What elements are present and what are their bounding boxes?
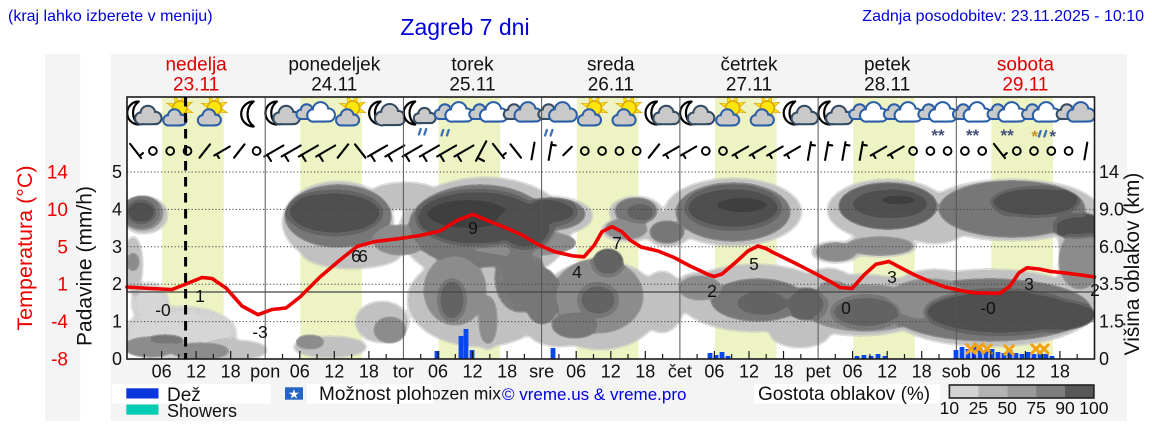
svg-text:2: 2 (707, 281, 717, 301)
svg-text:12: 12 (324, 362, 344, 382)
svg-text:-4: -4 (51, 312, 68, 333)
svg-text:12: 12 (601, 362, 621, 382)
svg-text:ponedeljek: ponedeljek (288, 55, 380, 76)
svg-text:(kraj lahko izberete v meniju): (kraj lahko izberete v meniju) (8, 8, 213, 25)
svg-text:6.0: 6.0 (1099, 237, 1124, 257)
svg-text:14: 14 (47, 163, 69, 184)
svg-text:3: 3 (112, 237, 122, 257)
svg-text:25: 25 (969, 398, 988, 418)
svg-text:06: 06 (290, 362, 310, 382)
svg-text:06: 06 (152, 362, 172, 382)
svg-text:2: 2 (112, 274, 122, 294)
svg-text:© vreme.us & vreme.pro: © vreme.us & vreme.pro (502, 385, 686, 404)
svg-text:Višina oblakov (km): Višina oblakov (km) (1121, 173, 1144, 356)
svg-text:**: ** (1000, 126, 1014, 145)
svg-text:5: 5 (112, 162, 122, 182)
svg-text:Zagreb 7 dni: Zagreb 7 dni (400, 14, 529, 40)
svg-text:Gostota oblakov (%): Gostota oblakov (%) (758, 384, 930, 405)
svg-text:4: 4 (572, 262, 582, 282)
svg-text:★: ★ (288, 387, 300, 402)
svg-text:Showers: Showers (167, 401, 237, 421)
svg-text:18: 18 (1050, 362, 1070, 382)
svg-text:18: 18 (359, 362, 379, 382)
svg-text:**: ** (966, 126, 980, 145)
svg-text:4: 4 (112, 199, 122, 219)
svg-text:*: * (1049, 127, 1056, 146)
svg-text:50: 50 (997, 398, 1017, 418)
svg-text:sre: sre (529, 362, 554, 382)
svg-text:1: 1 (57, 275, 68, 296)
svg-text:nedelja: nedelja (165, 55, 227, 76)
svg-text:9.0: 9.0 (1099, 199, 1124, 219)
svg-text:90: 90 (1055, 398, 1075, 418)
svg-text:12: 12 (462, 362, 482, 382)
svg-text:7: 7 (612, 233, 622, 253)
svg-text:28.11: 28.11 (864, 75, 910, 96)
svg-text:Možnost ploh: Možnost ploh (319, 384, 432, 405)
svg-text:5: 5 (57, 237, 68, 258)
svg-text:sob: sob (942, 362, 971, 382)
svg-text:06: 06 (566, 362, 586, 382)
svg-text:5: 5 (749, 254, 759, 274)
svg-text:petek: petek (864, 55, 911, 76)
svg-text:100: 100 (1079, 398, 1108, 418)
svg-text:27.11: 27.11 (726, 75, 772, 96)
svg-text:06: 06 (428, 362, 448, 382)
svg-text:-0: -0 (155, 300, 171, 320)
svg-text:četrtek: četrtek (720, 55, 778, 76)
svg-text:3: 3 (887, 267, 897, 287)
svg-text:sreda: sreda (587, 55, 635, 76)
svg-text:18: 18 (221, 362, 241, 382)
svg-text:Temperatura (°C): Temperatura (°C) (13, 165, 37, 330)
svg-text:12: 12 (1015, 362, 1035, 382)
svg-text:-8: -8 (51, 350, 68, 371)
svg-text:Dež: Dež (167, 385, 201, 406)
svg-text:06: 06 (704, 362, 724, 382)
svg-text:1: 1 (195, 286, 205, 306)
svg-text:18: 18 (912, 362, 932, 382)
svg-text:06: 06 (843, 362, 863, 382)
svg-text:pon: pon (250, 362, 280, 382)
svg-text:18: 18 (635, 362, 655, 382)
svg-text:čet: čet (668, 362, 692, 382)
svg-text:torek: torek (451, 55, 494, 76)
svg-text:6: 6 (358, 246, 368, 266)
svg-text:Zadnja posodobitev: 23.11.2025: Zadnja posodobitev: 23.11.2025 - 10:10 (862, 8, 1144, 25)
svg-text:ozen mix: ozen mix (431, 384, 501, 404)
svg-text:0: 0 (112, 349, 122, 369)
svg-text:18: 18 (773, 362, 793, 382)
svg-text:*: * (1031, 127, 1038, 146)
svg-text:Padavine (mm/h): Padavine (mm/h) (74, 186, 97, 346)
svg-text:-3: -3 (252, 322, 268, 342)
svg-text:29.11: 29.11 (1002, 75, 1048, 96)
svg-text:12: 12 (739, 362, 759, 382)
svg-text:12: 12 (186, 362, 206, 382)
svg-text:10: 10 (940, 398, 960, 418)
svg-text:12: 12 (877, 362, 897, 382)
svg-text:pet: pet (806, 362, 831, 382)
svg-text:-0: -0 (980, 298, 996, 318)
svg-text:0: 0 (1099, 349, 1109, 369)
svg-text:18: 18 (497, 362, 517, 382)
svg-text:0: 0 (841, 298, 851, 318)
svg-text:10: 10 (47, 200, 68, 221)
svg-text:tor: tor (393, 362, 414, 382)
svg-text:75: 75 (1026, 398, 1045, 418)
svg-text:sobota: sobota (997, 55, 1054, 76)
svg-text:9: 9 (468, 218, 478, 238)
svg-text:1: 1 (112, 312, 122, 332)
svg-text:06: 06 (981, 362, 1001, 382)
svg-text:6: 6 (351, 246, 361, 266)
svg-text:3.5: 3.5 (1099, 274, 1124, 294)
svg-text:23.11: 23.11 (173, 75, 219, 96)
svg-text:**: ** (931, 126, 945, 145)
svg-text:26.11: 26.11 (588, 75, 634, 96)
svg-text:3: 3 (1024, 274, 1034, 294)
svg-text:14: 14 (1099, 162, 1119, 182)
svg-text:1.5: 1.5 (1099, 312, 1124, 332)
svg-text:25.11: 25.11 (449, 75, 495, 96)
svg-text:24.11: 24.11 (311, 75, 357, 96)
